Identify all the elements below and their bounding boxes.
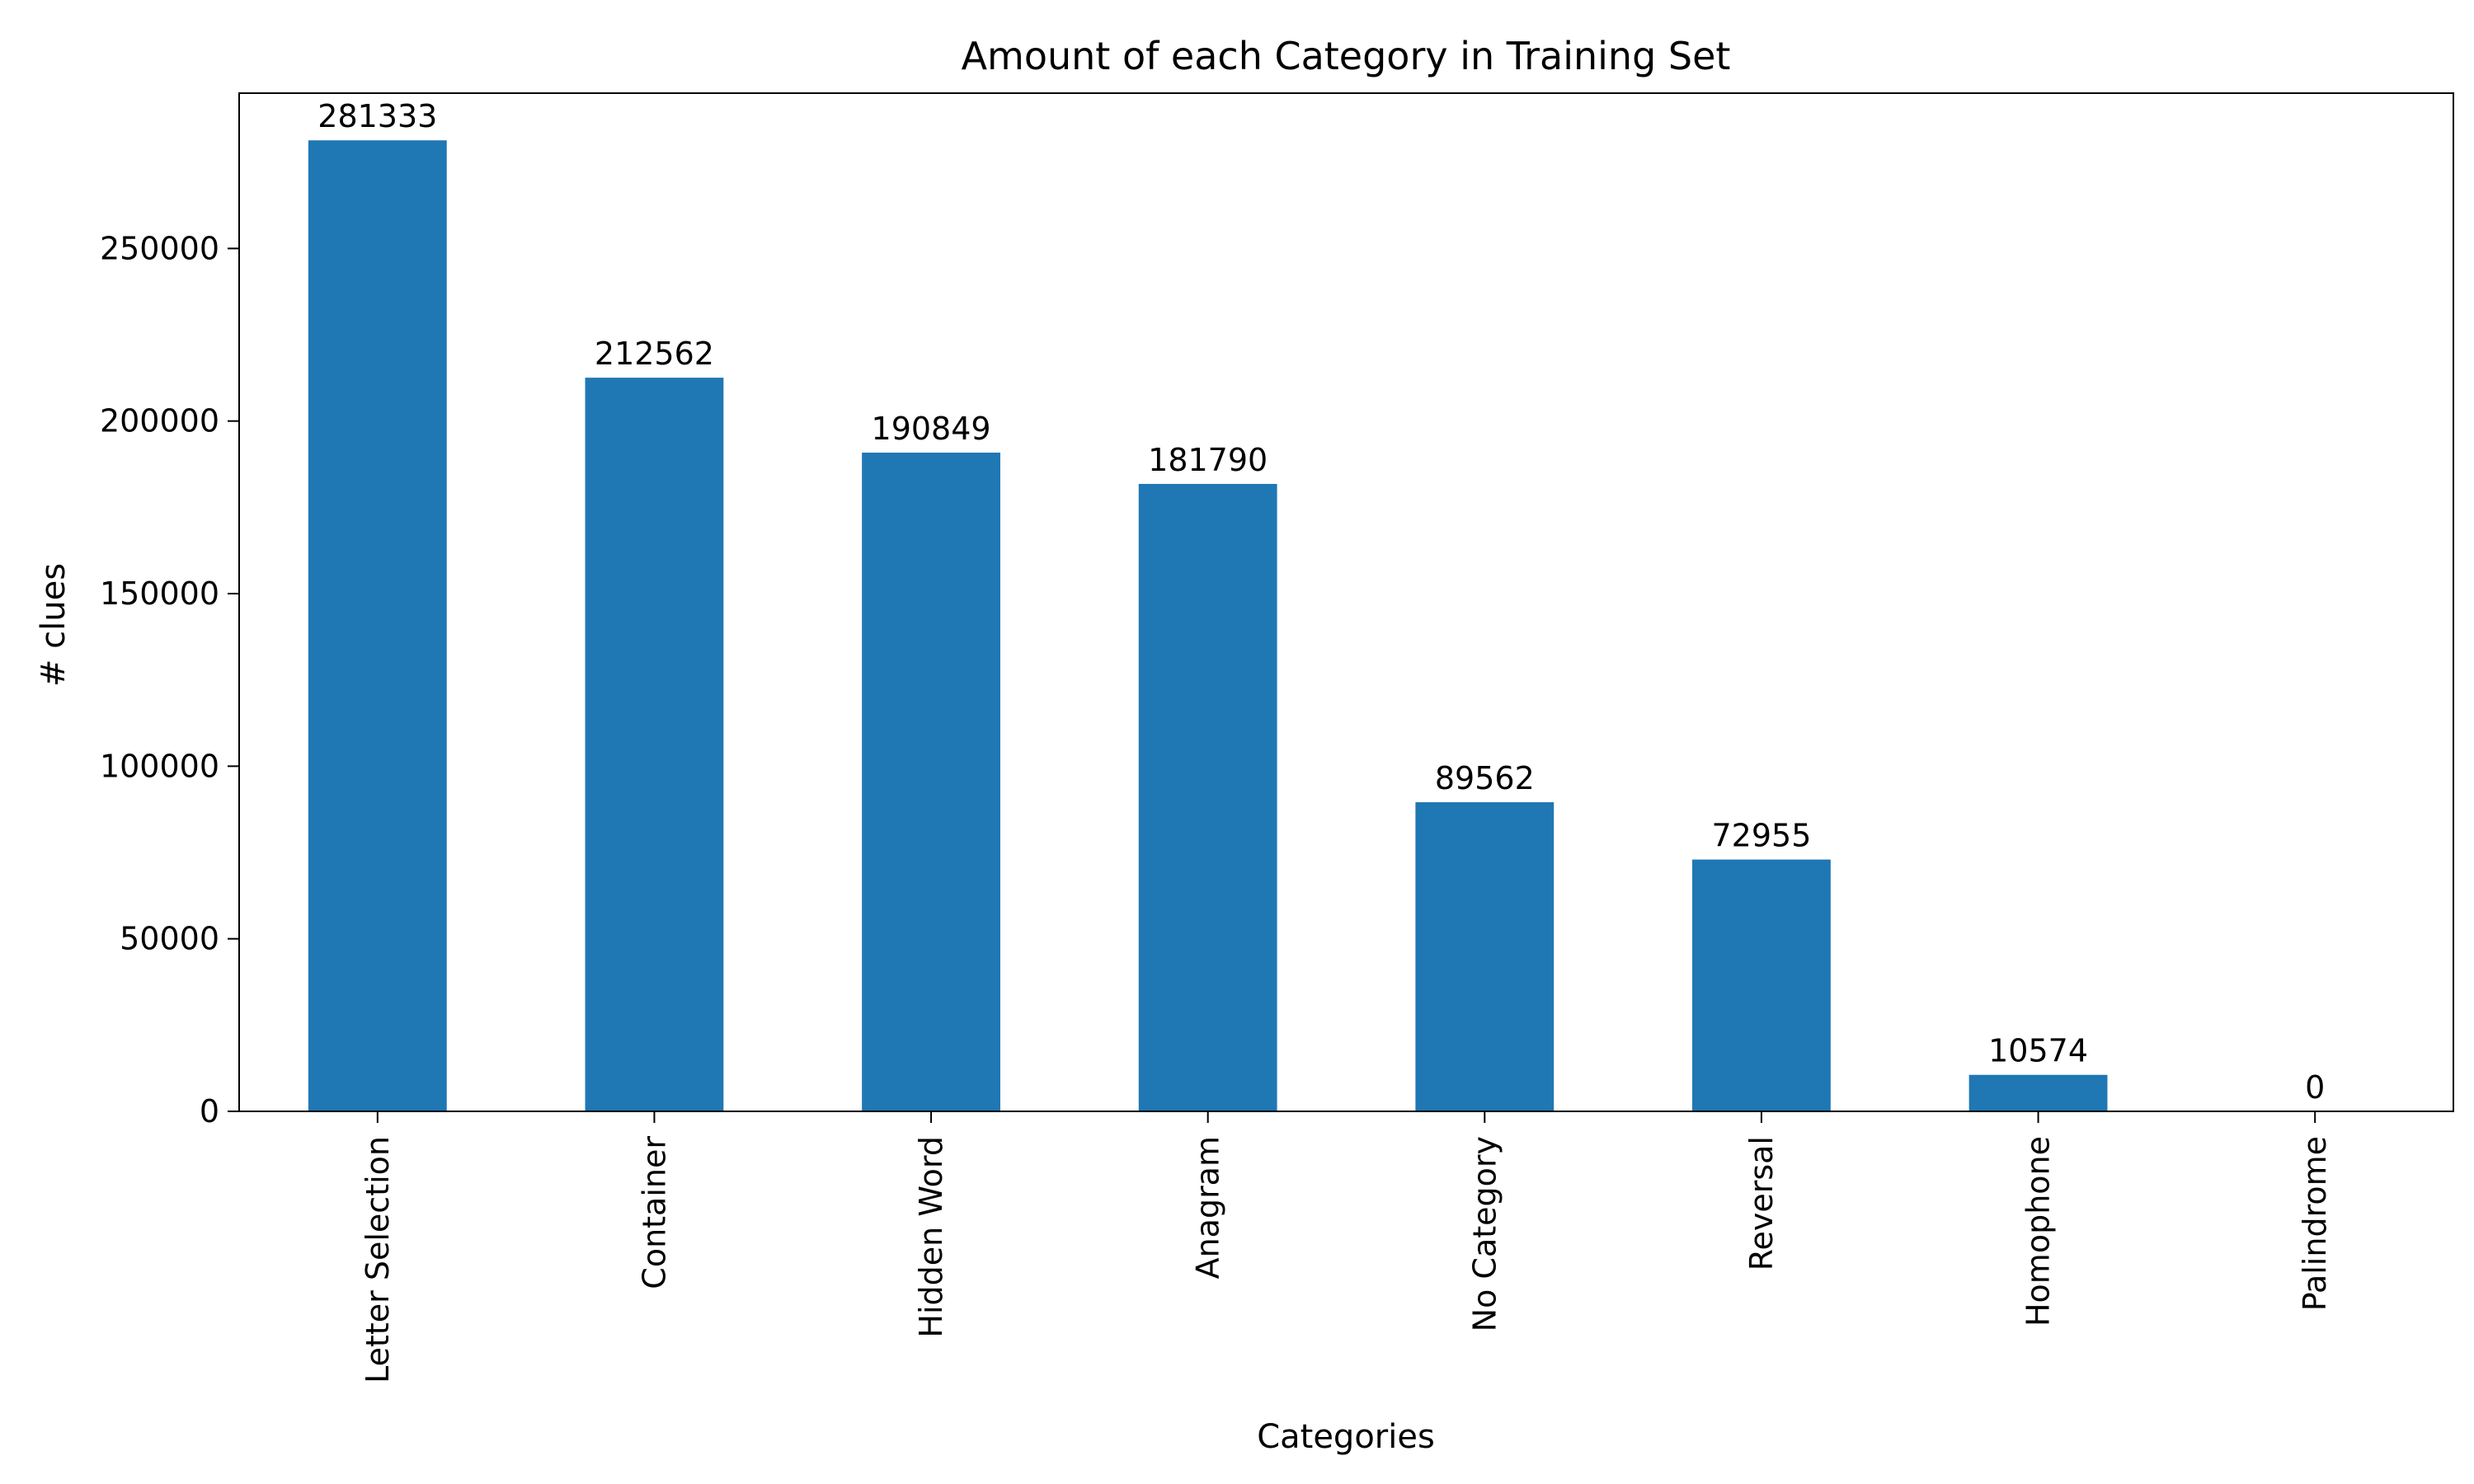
x-tick-label: No Category bbox=[1466, 1136, 1503, 1331]
chart-title: Amount of each Category in Training Set bbox=[962, 34, 1731, 78]
bar-reversal bbox=[1692, 859, 1831, 1111]
y-tick-label: 150000 bbox=[100, 575, 219, 612]
x-tick-label: Container bbox=[636, 1136, 672, 1289]
y-tick-label: 100000 bbox=[100, 748, 219, 784]
bar-container bbox=[585, 378, 724, 1111]
data-label: 72955 bbox=[1711, 818, 1811, 854]
bar-no-category bbox=[1415, 802, 1554, 1111]
x-tick-label: Homophone bbox=[2020, 1136, 2057, 1327]
bar-hidden-word bbox=[862, 453, 1000, 1111]
x-tick-label: Palindrome bbox=[2297, 1136, 2333, 1311]
x-tick-label: Reversal bbox=[1743, 1136, 1780, 1270]
data-label: 190849 bbox=[872, 411, 991, 447]
x-tick-label: Hidden Word bbox=[913, 1136, 949, 1338]
data-label: 0 bbox=[2305, 1069, 2325, 1106]
data-label: 212562 bbox=[595, 336, 714, 372]
y-axis-label: # clues bbox=[35, 563, 73, 687]
y-tick-label: 50000 bbox=[120, 921, 219, 957]
bar-homophone bbox=[1968, 1074, 2108, 1111]
x-axis-label: Categories bbox=[1257, 1418, 1435, 1456]
bar-letter-selection bbox=[308, 140, 447, 1112]
data-label: 10574 bbox=[1988, 1033, 2088, 1069]
x-tick-label: Anagram bbox=[1190, 1136, 1226, 1279]
bar-anagram bbox=[1138, 483, 1277, 1111]
y-tick-label: 200000 bbox=[100, 403, 219, 439]
data-label: 89562 bbox=[1435, 760, 1535, 796]
y-tick-label: 0 bbox=[200, 1093, 219, 1129]
x-tick-label: Letter Selection bbox=[360, 1136, 396, 1383]
data-label: 281333 bbox=[317, 98, 437, 134]
plot-area: 281333 Letter Selection 212562 Container 190… bbox=[100, 92, 2454, 1383]
plot-frame bbox=[238, 92, 2454, 1112]
y-tick-label: 250000 bbox=[100, 230, 219, 266]
data-label: 181790 bbox=[1148, 442, 1268, 478]
